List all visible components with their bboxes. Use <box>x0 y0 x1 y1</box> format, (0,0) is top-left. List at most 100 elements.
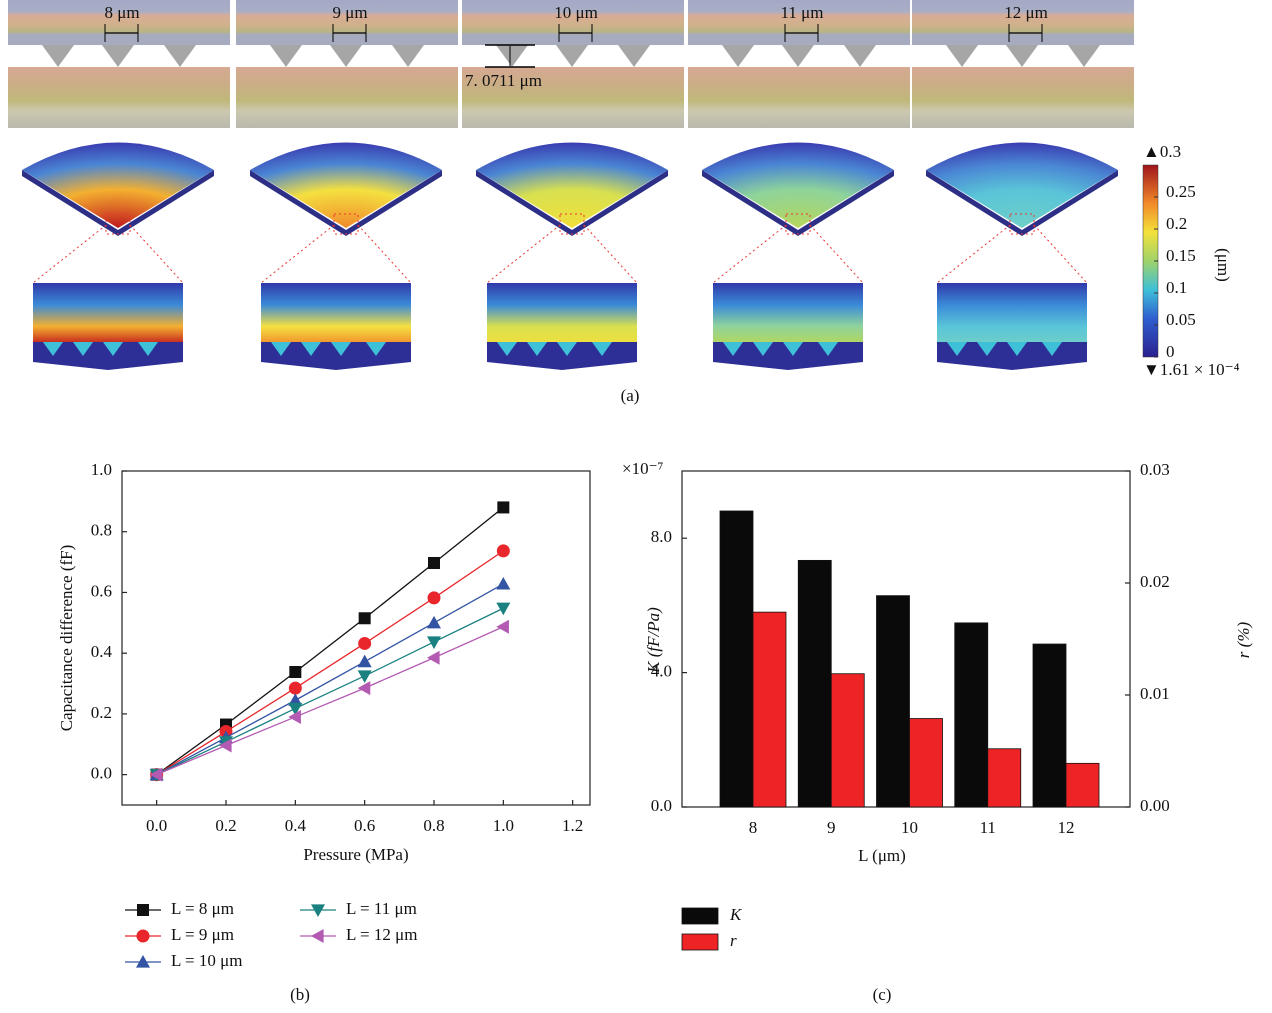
pyramid <box>102 45 134 67</box>
pyramid <box>946 45 978 67</box>
pyramid <box>164 45 196 67</box>
pyramid <box>722 45 754 67</box>
zoom-box <box>333 213 359 235</box>
legend-label: K <box>729 905 743 924</box>
y2-tick-label: 0.01 <box>1140 684 1170 703</box>
panel-a: 8 μm 9 μm 10 μm 11 μm 12 μm 7. 0711 μm ▲0.3 0.2… <box>8 0 1240 379</box>
substrate-bottom <box>236 67 458 128</box>
marker <box>358 636 372 650</box>
substrate-bottom <box>912 67 1134 128</box>
y-tick-label: 0.2 <box>91 703 112 722</box>
y2-tick-label: 0.02 <box>1140 572 1170 591</box>
x-tick-label: 0.2 <box>215 816 236 835</box>
legend-marker <box>311 929 324 943</box>
x-tick-label: 1.2 <box>562 816 583 835</box>
legend-label: L = 11 μm <box>346 899 417 918</box>
substrate-top <box>8 0 230 45</box>
caption: (b) <box>290 985 310 1004</box>
colorbar-label: 0.25 <box>1166 182 1196 201</box>
colorbar-label: 0.05 <box>1166 310 1196 329</box>
depth-label: 7. 0711 μm <box>465 71 542 90</box>
caption: (c) <box>873 985 892 1004</box>
y-tick-label: 4.0 <box>651 662 672 681</box>
y-tick-label: 0.8 <box>91 521 112 540</box>
x-tick-label: 10 <box>901 818 918 837</box>
colorbar-label: 0 <box>1166 342 1175 361</box>
y2-axis-title: r (%) <box>1234 621 1253 658</box>
bar <box>876 595 910 808</box>
x-axis-title: L (μm) <box>858 846 906 865</box>
fan <box>476 142 668 228</box>
pyramid <box>392 45 424 67</box>
series-line <box>156 506 504 776</box>
bar <box>752 611 787 808</box>
zoom-line <box>129 224 184 284</box>
y-axis-title: K (fF/Pa) <box>644 607 663 674</box>
legend-swatch <box>681 907 719 925</box>
zoom-line <box>712 224 787 284</box>
x-tick-label: 12 <box>1058 818 1075 837</box>
colorbar-label: 0.2 <box>1166 214 1187 233</box>
marker <box>427 591 441 605</box>
zoom-top <box>33 283 183 345</box>
y-tick-label: 8.0 <box>651 527 672 546</box>
marker <box>149 767 163 782</box>
zoom-box <box>1009 213 1035 235</box>
zoom-box <box>559 213 585 235</box>
plot-frame <box>121 470 591 806</box>
zoom-pyramid <box>977 342 997 356</box>
zoom-pyramid <box>103 342 123 356</box>
zoom-pyramid <box>73 342 93 356</box>
substrate-bottom <box>8 67 230 128</box>
zoom-line <box>32 224 107 284</box>
pyramid <box>618 45 650 67</box>
zoom-top <box>487 283 637 345</box>
substrate-top <box>912 0 1134 45</box>
zoom-line <box>357 224 412 284</box>
colorbar-max: ▲0.3 <box>1143 142 1181 161</box>
fan <box>250 142 442 228</box>
marker <box>497 501 510 514</box>
marker <box>496 602 511 616</box>
zoom-line <box>1033 224 1088 284</box>
y-tick-label: 0.0 <box>651 796 672 815</box>
pyramid <box>42 45 74 67</box>
marker <box>288 709 301 724</box>
bar <box>830 673 865 808</box>
substrate-top <box>462 0 684 45</box>
x-axis-title: Pressure (MPa) <box>303 845 408 864</box>
fan <box>926 142 1118 228</box>
marker <box>427 636 441 649</box>
legend-marker <box>136 955 150 968</box>
legend-marker <box>311 904 325 917</box>
zoom-pyramid <box>271 342 291 356</box>
x-tick-label: 0.4 <box>285 816 307 835</box>
x-tick-label: 8 <box>749 818 758 837</box>
series-line <box>156 626 504 776</box>
colorbar-label: 0.1 <box>1166 278 1187 297</box>
zoom-pyramid <box>301 342 321 356</box>
bar <box>797 559 832 808</box>
zoom-pyramid <box>723 342 743 356</box>
zoom-pyramid <box>947 342 967 356</box>
fan <box>22 142 214 228</box>
zoom-top <box>713 283 863 345</box>
colorbar-label: 0.15 <box>1166 246 1196 265</box>
spacing-label: 10 μm <box>554 3 598 22</box>
zoom-pyramid <box>818 342 838 356</box>
substrate-top <box>236 0 458 45</box>
x-tick-label: 0.8 <box>423 816 444 835</box>
y2-tick-label: 0.00 <box>1140 796 1170 815</box>
marker <box>289 666 302 679</box>
zoom-box <box>785 213 811 235</box>
spacing-label: 9 μm <box>332 3 367 22</box>
x-tick-label: 0.6 <box>354 816 375 835</box>
marker <box>496 544 510 558</box>
marker <box>427 650 440 665</box>
zoom-pyramid <box>366 342 386 356</box>
zoom-pyramid <box>1042 342 1062 356</box>
legend-label: L = 10 μm <box>171 951 242 970</box>
legend-marker <box>136 929 150 943</box>
marker <box>357 670 372 683</box>
